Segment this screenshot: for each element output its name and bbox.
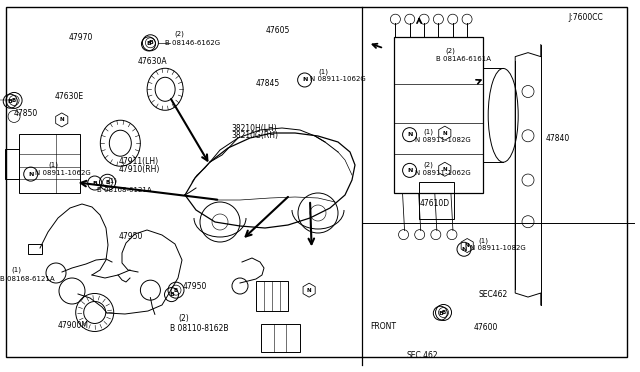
Text: (2): (2): [445, 48, 455, 54]
Text: B 08168-6121A: B 08168-6121A: [0, 276, 54, 282]
Bar: [256, 281, 288, 311]
Text: 47630E: 47630E: [54, 92, 84, 101]
Text: N: N: [407, 132, 412, 137]
Text: (1): (1): [12, 266, 22, 273]
Bar: [19, 134, 80, 193]
Text: (2): (2): [178, 314, 189, 323]
Bar: [28, 244, 42, 254]
Text: B: B: [8, 99, 13, 104]
Text: B: B: [146, 41, 151, 46]
Text: (1): (1): [48, 161, 58, 168]
Text: B: B: [438, 311, 443, 316]
Text: N: N: [442, 167, 447, 172]
Text: 47845: 47845: [256, 79, 280, 88]
Text: N: N: [465, 243, 470, 248]
Text: N: N: [307, 288, 312, 293]
Text: B: B: [169, 292, 174, 297]
Text: B: B: [174, 288, 178, 293]
Text: B: B: [148, 40, 153, 45]
Text: N 08911-1062G: N 08911-1062G: [35, 170, 91, 176]
Text: 47850: 47850: [14, 109, 38, 118]
Text: B 081A6-6161A: B 081A6-6161A: [436, 56, 492, 62]
Text: B 08110-8162B: B 08110-8162B: [170, 324, 228, 333]
Text: 38210G(RH): 38210G(RH): [232, 131, 278, 140]
Text: N 08911-1082G: N 08911-1082G: [470, 246, 526, 251]
Text: N 08911-1062G: N 08911-1062G: [310, 76, 365, 82]
Text: FRONT: FRONT: [370, 322, 396, 331]
Text: (2): (2): [174, 31, 184, 38]
Text: 47610D: 47610D: [419, 199, 449, 208]
Text: N: N: [461, 247, 467, 252]
Bar: [5, 149, 19, 179]
Text: 47605: 47605: [266, 26, 290, 35]
Text: B: B: [92, 180, 97, 186]
Text: (1): (1): [479, 237, 489, 244]
Text: N: N: [60, 118, 64, 122]
Text: (1): (1): [108, 178, 118, 185]
Text: J:7600CC: J:7600CC: [568, 13, 603, 22]
Text: B 08146-6162G: B 08146-6162G: [165, 40, 220, 46]
Bar: [261, 324, 300, 352]
Text: N 08911-1062G: N 08911-1062G: [415, 170, 470, 176]
Text: (1): (1): [318, 68, 328, 75]
Text: SEC.462: SEC.462: [406, 351, 438, 360]
Bar: [394, 37, 483, 193]
Text: 47970: 47970: [69, 33, 93, 42]
Text: 47840: 47840: [546, 134, 570, 143]
Text: 47630A: 47630A: [138, 57, 167, 66]
Text: B: B: [12, 98, 16, 103]
Text: B 08168-6121A: B 08168-6121A: [97, 187, 152, 193]
Text: 38210H(LH): 38210H(LH): [232, 124, 277, 133]
Text: (2): (2): [424, 161, 433, 168]
Text: N: N: [302, 77, 307, 83]
Text: 47911(LH): 47911(LH): [118, 157, 159, 166]
Bar: [419, 182, 454, 219]
Text: 47600: 47600: [474, 323, 498, 332]
Text: N: N: [28, 171, 33, 177]
Text: N: N: [442, 131, 447, 136]
Text: 47950: 47950: [118, 232, 143, 241]
Text: N: N: [407, 168, 412, 173]
Text: 47900M: 47900M: [58, 321, 88, 330]
Text: B: B: [442, 310, 445, 315]
Text: N 08911-1082G: N 08911-1082G: [415, 137, 470, 142]
Text: (1): (1): [424, 128, 434, 135]
Text: B: B: [106, 180, 109, 185]
Text: 47910(RH): 47910(RH): [118, 165, 160, 174]
Text: SEC462: SEC462: [479, 291, 508, 299]
Text: 47950: 47950: [182, 282, 207, 291]
